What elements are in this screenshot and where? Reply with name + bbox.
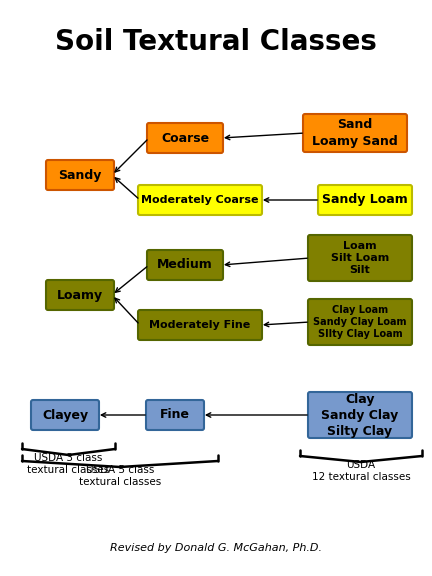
FancyBboxPatch shape — [303, 114, 407, 152]
FancyBboxPatch shape — [147, 250, 223, 280]
Text: Moderately Fine: Moderately Fine — [149, 320, 251, 330]
Text: USDA 5 class
textural classes: USDA 5 class textural classes — [79, 465, 161, 487]
Text: Soil Textural Classes: Soil Textural Classes — [55, 28, 377, 56]
Text: Clayey: Clayey — [42, 408, 88, 422]
FancyBboxPatch shape — [46, 160, 114, 190]
Text: Loamy: Loamy — [57, 289, 103, 301]
Text: USDA 3 class
textural classes: USDA 3 class textural classes — [27, 453, 110, 475]
FancyBboxPatch shape — [147, 123, 223, 153]
FancyBboxPatch shape — [46, 280, 114, 310]
Text: Revised by Donald G. McGahan, Ph.D.: Revised by Donald G. McGahan, Ph.D. — [110, 543, 322, 553]
Text: Sandy: Sandy — [58, 169, 102, 181]
FancyBboxPatch shape — [138, 310, 262, 340]
FancyBboxPatch shape — [31, 400, 99, 430]
FancyBboxPatch shape — [138, 185, 262, 215]
Text: Sandy Loam: Sandy Loam — [322, 194, 408, 207]
FancyBboxPatch shape — [308, 299, 412, 345]
Text: USDA
12 textural classes: USDA 12 textural classes — [311, 460, 410, 483]
Text: Medium: Medium — [157, 259, 213, 271]
Text: Clay Loam
Sandy Clay Loam
SIlty Clay Loam: Clay Loam Sandy Clay Loam SIlty Clay Loa… — [313, 305, 407, 339]
Text: Fine: Fine — [160, 408, 190, 422]
Text: Coarse: Coarse — [161, 131, 209, 145]
FancyBboxPatch shape — [308, 392, 412, 438]
Text: Sand
Loamy Sand: Sand Loamy Sand — [312, 119, 398, 147]
FancyBboxPatch shape — [308, 235, 412, 281]
FancyBboxPatch shape — [146, 400, 204, 430]
Text: Moderately Coarse: Moderately Coarse — [141, 195, 259, 205]
Text: Loam
Silt Loam
Silt: Loam Silt Loam Silt — [331, 241, 389, 275]
FancyBboxPatch shape — [318, 185, 412, 215]
Text: Clay
Sandy Clay
Silty Clay: Clay Sandy Clay Silty Clay — [321, 392, 399, 438]
